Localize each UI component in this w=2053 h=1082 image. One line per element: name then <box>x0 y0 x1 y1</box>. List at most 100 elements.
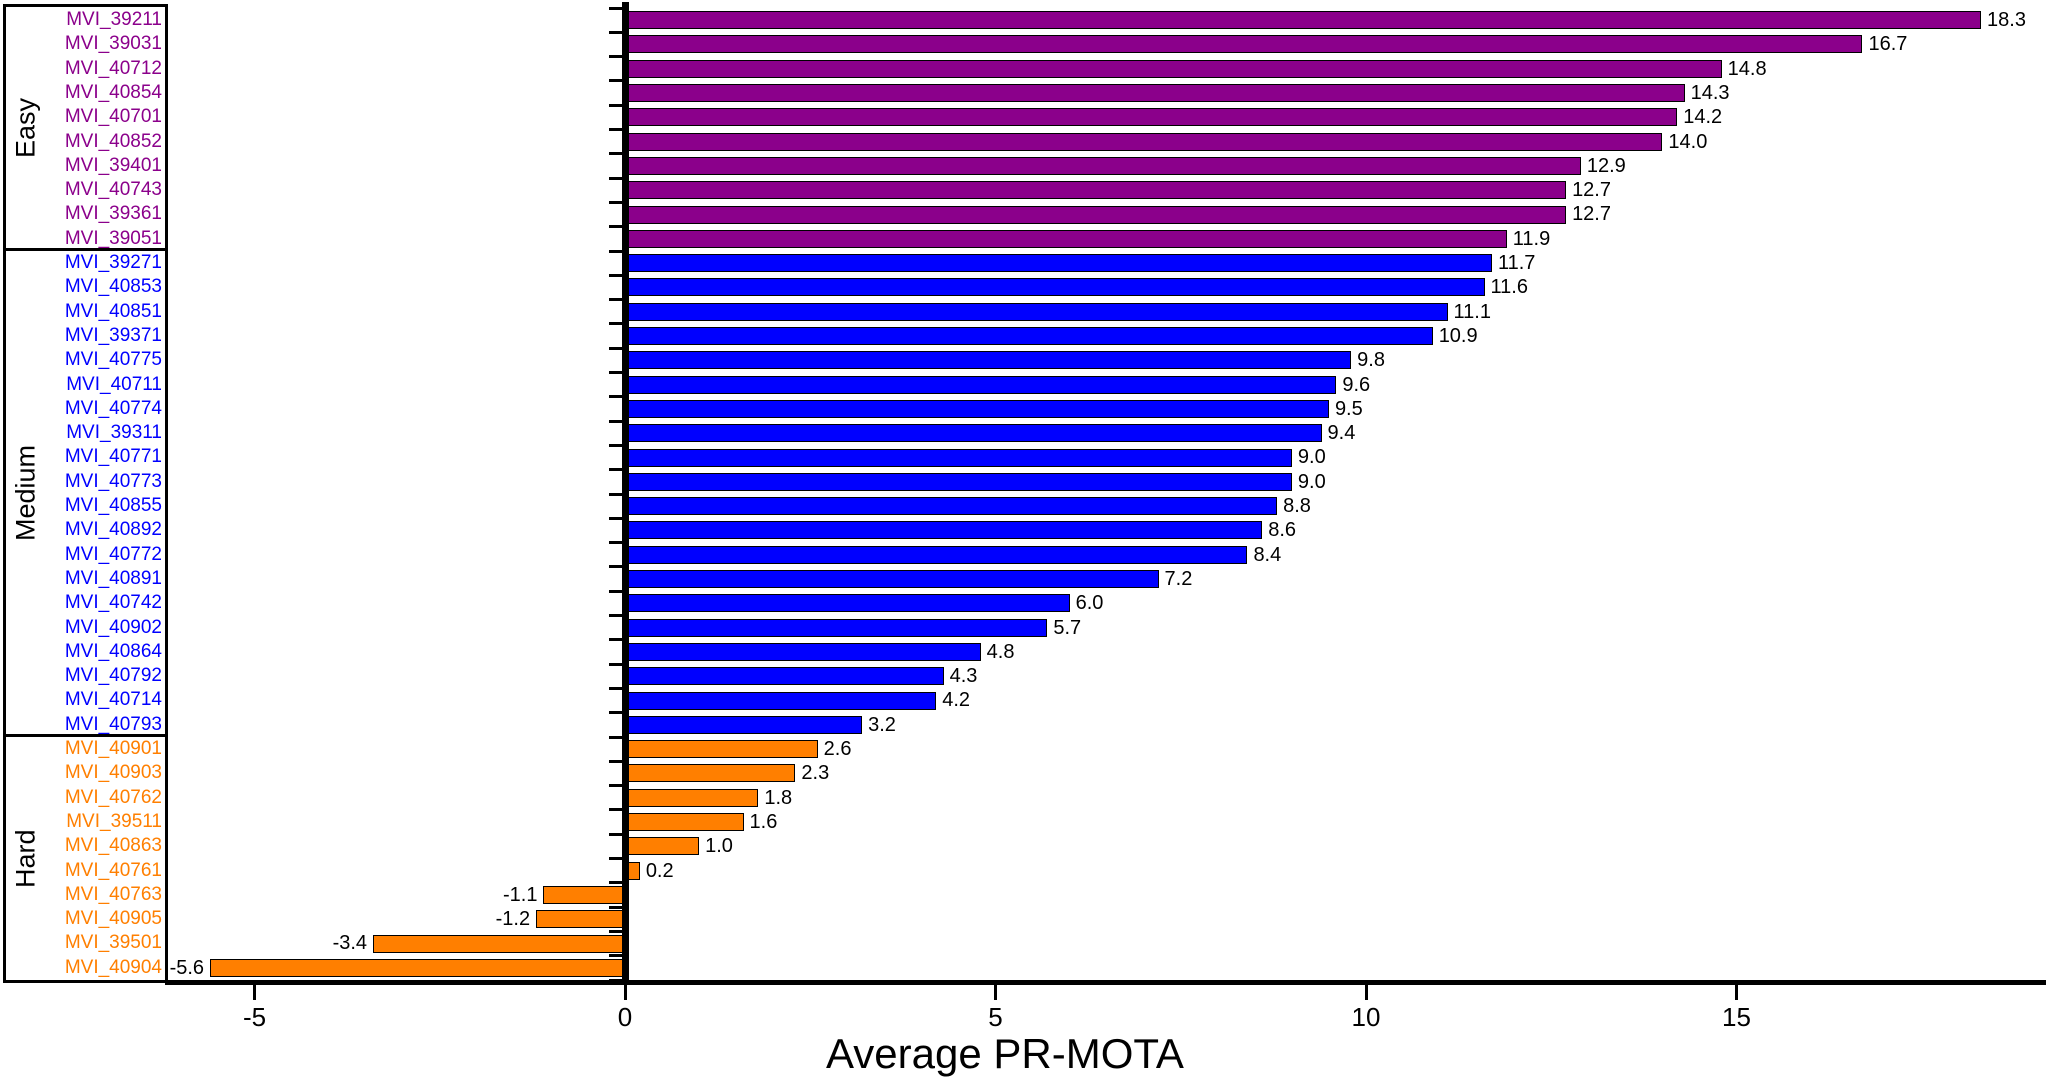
y-axis-tick <box>608 614 625 617</box>
y-axis-tick <box>608 832 625 836</box>
bar-mvi-40905 <box>536 910 625 929</box>
y-axis-tick <box>608 541 625 545</box>
bar-mvi-39371 <box>625 327 1433 346</box>
bar-mvi-40892 <box>625 521 1263 540</box>
row-label-mvi-40901: MVI_40901 <box>64 738 162 759</box>
value-label-mvi-39051: 11.9 <box>1512 227 1551 250</box>
row-label-mvi-39371: MVI_39371 <box>64 324 162 346</box>
bar-mvi-40792 <box>625 667 944 686</box>
bar-mvi-40775 <box>625 351 1352 370</box>
row-label-mvi-39311: MVI_39311 <box>66 422 162 444</box>
row-label-mvi-40762: MVI_40762 <box>64 786 162 808</box>
row-label-mvi-40851: MVI_40851 <box>64 300 162 322</box>
y-axis-tick <box>608 30 625 34</box>
value-label-mvi-40743: 12.7 <box>1572 179 1611 202</box>
row-label-mvi-40774: MVI_40774 <box>64 397 162 419</box>
bar-mvi-39401 <box>625 156 1581 175</box>
y-axis-tick <box>608 759 625 763</box>
y-axis-tick <box>608 273 625 277</box>
value-label-mvi-39031: 16.7 <box>1868 33 1908 56</box>
value-label-mvi-40712: 14.8 <box>1727 57 1767 80</box>
y-axis-tick <box>608 565 625 569</box>
value-label-mvi-39501: -3.4 <box>332 932 368 955</box>
bar-mvi-39361 <box>625 205 1567 224</box>
row-label-mvi-40711: MVI_40711 <box>66 373 162 395</box>
y-axis-tick <box>608 784 625 788</box>
y-axis-tick <box>608 492 625 496</box>
value-label-mvi-40714: 4.2 <box>942 689 971 712</box>
y-axis-line <box>621 2 629 985</box>
value-label-mvi-40762: 1.8 <box>764 786 793 809</box>
row-label-mvi-40853: MVI_40853 <box>64 276 162 298</box>
value-label-mvi-39361: 12.7 <box>1572 203 1611 226</box>
y-axis-tick <box>608 808 625 812</box>
value-label-mvi-40775: 9.8 <box>1357 349 1385 372</box>
row-label-mvi-40792: MVI_40792 <box>64 665 162 687</box>
row-label-mvi-40904: MVI_40904 <box>64 956 162 978</box>
value-label-mvi-40774: 9.5 <box>1334 397 1363 420</box>
y-axis-tick <box>608 711 625 715</box>
y-axis-tick <box>608 128 625 131</box>
row-label-mvi-40743: MVI_40743 <box>64 179 162 201</box>
value-label-mvi-39371: 10.9 <box>1438 324 1478 347</box>
y-axis-tick <box>608 322 625 326</box>
bar-mvi-40863 <box>625 837 700 856</box>
y-axis-tick <box>608 419 625 423</box>
y-axis-tick <box>608 103 625 107</box>
row-label-mvi-40714: MVI_40714 <box>64 689 162 711</box>
row-label-mvi-39511: MVI_39511 <box>66 810 162 832</box>
value-label-mvi-40711: 9.6 <box>1342 373 1371 396</box>
bar-mvi-40743 <box>625 181 1567 200</box>
value-label-mvi-40903: 2.3 <box>801 762 830 785</box>
bar-mvi-40902 <box>625 618 1048 637</box>
value-label-mvi-40701: 14.2 <box>1683 106 1723 129</box>
row-label-mvi-39031: MVI_39031 <box>64 33 162 55</box>
bar-mvi-40891 <box>625 570 1159 589</box>
value-label-mvi-40773: 9.0 <box>1297 470 1326 493</box>
value-label-mvi-40891: 7.2 <box>1164 567 1193 590</box>
bar-mvi-39211 <box>625 11 1982 30</box>
x-tick-label: 15 <box>1722 1002 1751 1032</box>
y-axis-tick <box>608 516 625 520</box>
value-label-mvi-40892: 8.6 <box>1268 519 1297 542</box>
value-label-mvi-40901: 2.6 <box>823 738 852 760</box>
bar-mvi-39051 <box>625 229 1507 248</box>
row-label-mvi-39211: MVI_39211 <box>66 9 162 30</box>
row-label-mvi-40775: MVI_40775 <box>64 349 162 371</box>
row-label-mvi-40902: MVI_40902 <box>64 616 162 638</box>
row-label-mvi-40763: MVI_40763 <box>64 883 162 905</box>
bar-mvi-39031 <box>625 35 1863 54</box>
x-axis-tick <box>994 985 997 1000</box>
difficulty-box-hard: Hard <box>3 734 168 983</box>
value-label-mvi-40793: 3.2 <box>868 713 896 736</box>
row-label-mvi-40903: MVI_40903 <box>64 762 162 784</box>
value-label-mvi-40771: 9.0 <box>1297 446 1326 469</box>
x-axis-line <box>165 980 2046 985</box>
y-axis-tick <box>608 55 625 59</box>
row-label-mvi-39271: MVI_39271 <box>64 252 162 273</box>
x-axis-tick <box>253 985 256 1000</box>
x-axis-tick <box>1735 985 1738 1000</box>
bar-mvi-40701 <box>625 108 1678 127</box>
bar-mvi-40762 <box>625 788 759 807</box>
row-label-mvi-40905: MVI_40905 <box>64 908 162 930</box>
row-label-mvi-39401: MVI_39401 <box>64 154 162 176</box>
value-label-mvi-40852: 14.0 <box>1668 130 1708 153</box>
bar-mvi-40853 <box>625 278 1485 297</box>
value-label-mvi-40855: 8.8 <box>1283 495 1311 517</box>
x-axis-title: Average PR-MOTA <box>826 1030 1184 1077</box>
bar-mvi-39311 <box>625 424 1322 443</box>
bar-mvi-40774 <box>625 399 1329 418</box>
bar-mvi-40742 <box>625 594 1070 613</box>
row-label-mvi-40864: MVI_40864 <box>64 640 162 662</box>
value-label-mvi-40763: -1.1 <box>503 883 538 906</box>
value-label-mvi-40854: 14.3 <box>1690 81 1730 104</box>
row-label-mvi-39501: MVI_39501 <box>64 932 162 954</box>
bar-mvi-40852 <box>625 132 1663 151</box>
row-label-mvi-40854: MVI_40854 <box>64 81 162 103</box>
value-label-mvi-39401: 12.9 <box>1586 154 1626 177</box>
y-axis-tick <box>608 662 625 666</box>
bar-mvi-40773 <box>625 472 1292 491</box>
y-axis-tick <box>608 200 625 204</box>
